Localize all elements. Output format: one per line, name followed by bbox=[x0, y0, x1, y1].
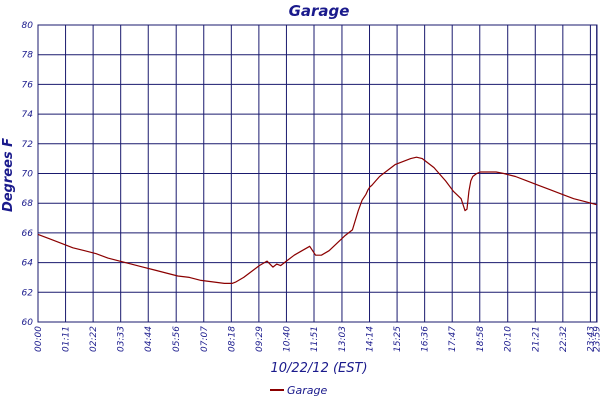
y-tick-label: 80 bbox=[22, 21, 34, 31]
y-tick-label: 70 bbox=[22, 170, 34, 180]
x-tick-label: 08:18 bbox=[227, 326, 237, 352]
x-tick-label: 13:03 bbox=[338, 326, 348, 352]
y-tick-label: 78 bbox=[22, 51, 34, 61]
x-tick-label: 18:58 bbox=[476, 326, 486, 352]
y-tick-label: 74 bbox=[22, 110, 34, 120]
plot-frame bbox=[37, 24, 598, 323]
x-tick-label: 11:51 bbox=[310, 326, 320, 352]
x-tick-label: 20:10 bbox=[504, 326, 514, 352]
legend: Garage bbox=[270, 384, 328, 397]
x-tick-label: 09:29 bbox=[255, 326, 265, 352]
x-tick-label: 07:07 bbox=[200, 326, 210, 352]
x-tick-label: 03:33 bbox=[117, 326, 127, 352]
y-tick-label: 72 bbox=[22, 140, 34, 150]
x-tick-label: 22:32 bbox=[559, 326, 569, 352]
series-line-garage bbox=[37, 156, 597, 284]
grid-lines bbox=[37, 24, 598, 323]
x-tick-label: 01:11 bbox=[62, 326, 72, 352]
x-tick-label: 23:43 bbox=[586, 326, 596, 352]
x-tick-label: 02:22 bbox=[89, 326, 99, 352]
x-tick-label: 10:40 bbox=[282, 326, 292, 352]
y-tick-label: 66 bbox=[22, 229, 34, 239]
x-tick-label: 14:14 bbox=[366, 326, 376, 352]
x-axis-label: 10/22/12 (EST) bbox=[270, 361, 367, 376]
legend-label-garage: Garage bbox=[287, 384, 328, 397]
x-tick-labels: 00:00 01:11 02:22 03:33 04:44 05:56 07:07 08:18… bbox=[34, 326, 600, 352]
y-tick-label: 64 bbox=[22, 259, 34, 269]
x-tick-label: 21:21 bbox=[531, 326, 541, 352]
x-tick-label: 04:44 bbox=[144, 326, 154, 352]
x-tick-label: 00:00 bbox=[34, 326, 44, 352]
x-tick-label: 16:36 bbox=[421, 326, 431, 352]
x-tick-label: 17:47 bbox=[448, 326, 458, 352]
x-tick-label: 23:59 bbox=[593, 326, 600, 352]
y-tick-labels: 60 62 64 66 68 70 72 74 76 78 80 bbox=[22, 21, 34, 328]
y-axis-label: Degrees F bbox=[1, 138, 16, 212]
y-tick-label: 76 bbox=[22, 80, 34, 90]
series-layer bbox=[37, 156, 597, 284]
x-tick-label: 15:25 bbox=[393, 326, 403, 352]
x-tick-label: 05:56 bbox=[172, 326, 182, 352]
y-tick-label: 68 bbox=[22, 199, 34, 209]
y-tick-label: 60 bbox=[22, 318, 34, 328]
chart-title: Garage bbox=[289, 2, 350, 20]
y-tick-label: 62 bbox=[22, 288, 34, 298]
